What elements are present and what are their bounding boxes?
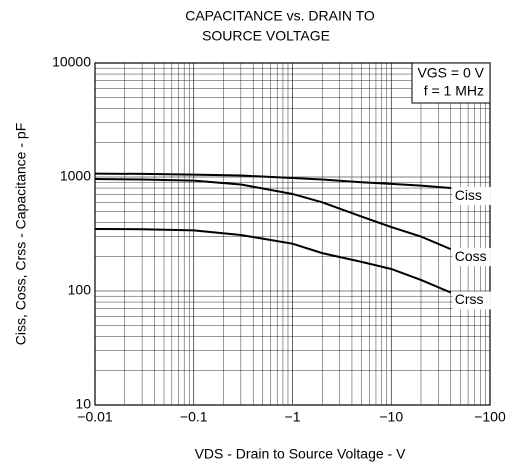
y-tick-label: 1000 [60,168,91,184]
series-label-bg [452,187,491,206]
chart-title-line: CAPACITANCE vs. DRAIN TO [185,8,375,24]
x-tick-label: −0.01 [77,409,113,425]
y-tick-label: 10 [75,396,91,412]
annotation: VGS = 0 V [417,65,484,81]
y-tick-label: 10000 [52,54,91,70]
series-line [94,178,452,251]
x-tick-label: −1 [285,409,301,425]
y-tick-label: 100 [68,282,92,298]
annotation: f = 1 MHz [424,83,484,99]
annotation-box [411,62,491,104]
plot-frame [94,62,491,406]
series-line [94,172,451,190]
series-label-bg [452,291,491,310]
series-label: Coss [455,248,487,264]
x-axis-label: VDS - Drain to Source Voltage - V [195,446,407,462]
y-axis-label: Ciss, Coss, Crss - Capacitance - pF [13,123,29,346]
series-label: Crss [455,291,484,307]
x-tick-label: −0.1 [180,409,208,425]
chart-title-line: SOURCE VOLTAGE [202,28,330,44]
x-tick-label: −10 [379,409,403,425]
series-label: Ciss [455,187,482,203]
series-line [94,227,452,294]
series-label-bg [452,248,491,267]
x-tick-label: −100 [474,409,506,425]
